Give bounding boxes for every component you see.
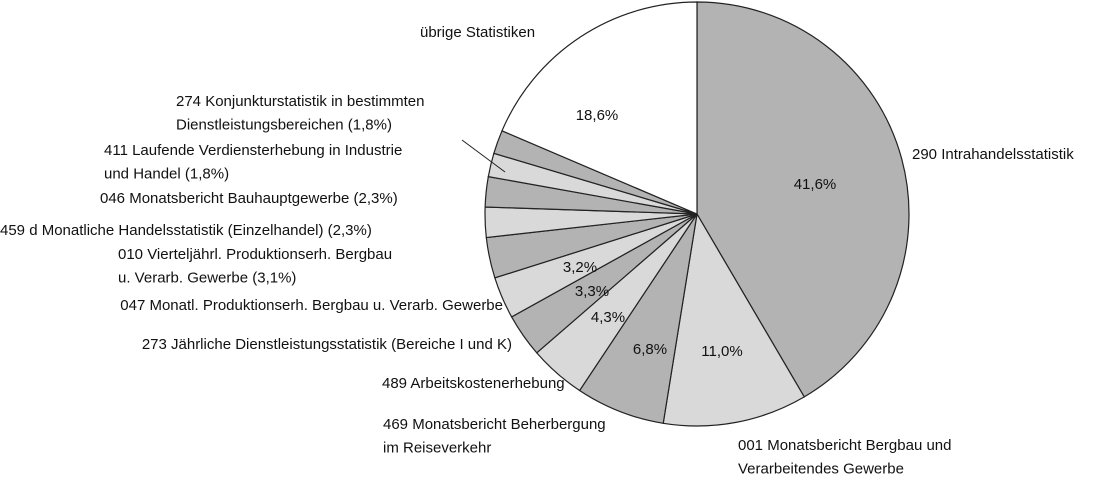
slice-label: 290 Intrahandelsstatistik [912,146,1074,163]
slice-label: 046 Monatsbericht Bauhauptgewerbe (2,3%) [100,190,398,207]
value-label: 3,3% [575,283,609,300]
slice-label: 010 Vierteljährl. Produktionserh. Bergba… [118,246,392,287]
pie-slice [662,212,806,427]
value-label: 11,0% [701,343,742,360]
slice-label: 411 Laufende Verdiensterhebung in Indust… [104,142,402,183]
slice-label: 001 Monatsbericht Bergbau und Verarbeiten… [738,437,951,477]
slice-label: 489 Arbeitskostenerhebung [382,375,565,392]
slice-label: 459 d Monatliche Handelsstatistik (Einze… [0,222,372,239]
slice-label: 274 Konjunkturstatistik in bestimmten Die… [176,93,424,134]
slice-label: 047 Monatl. Produktionserh. Bergbau u. V… [120,297,503,314]
slice-label: 273 Jährliche Dienstleistungsstatistik (… [142,336,512,353]
value-label: 41,6% [794,176,837,193]
leader-line [461,139,506,173]
value-label: 6,8% [633,341,667,358]
pie-slice [696,1,910,398]
slice-label: übrige Statistiken [420,24,535,41]
pie-slice [501,1,698,215]
value-label: 18,6% [576,107,619,124]
slice-label: 469 Monatsbericht Beherbergung im Reiseve… [383,416,606,457]
value-label: 4,3% [591,309,625,326]
value-label: 3,2% [563,259,597,276]
